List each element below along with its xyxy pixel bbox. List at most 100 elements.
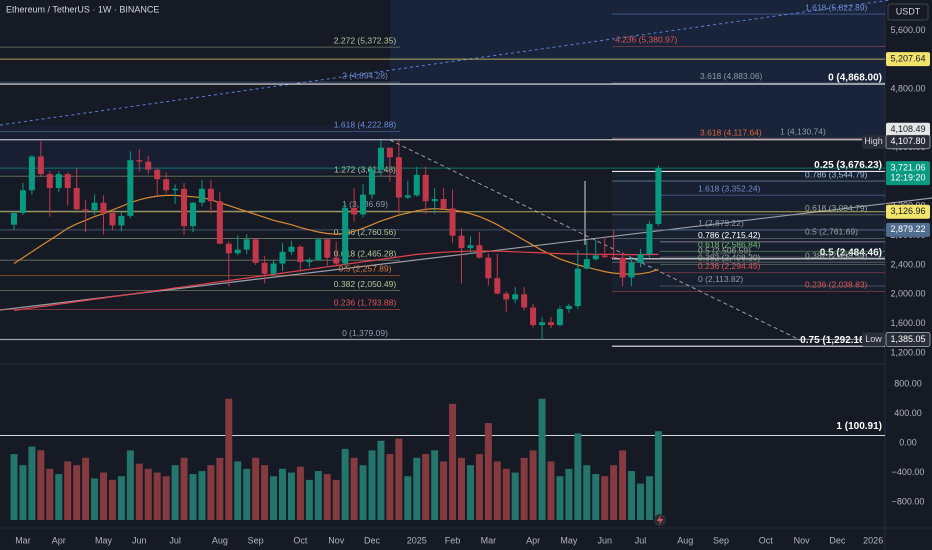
chart-title: Ethereum / TetherUS · 1W · BINANCE [6,4,159,14]
candle-body [610,256,617,258]
candle-body [592,255,599,260]
candle-body [404,195,411,198]
volume-bar [270,476,278,520]
x-tick-label: Dec [364,535,381,545]
volume-bar [332,479,340,520]
volume-bar [592,474,600,520]
y-tick-label: 1,200.00 [890,347,925,357]
price-badge [886,222,930,237]
candle-body [449,208,456,236]
volume-bar [619,450,627,520]
levels: 2.272 (5,372.35) 2 (4,894.28) 1.618 (4,222… [0,2,885,437]
fib-label: 0.5 (2,506.59) [698,245,751,255]
candle-body [109,212,116,226]
candle-body [243,239,250,250]
fib-label: 0 (2,113.82) [698,274,743,284]
volume-bar [413,457,421,520]
volume-bar [350,457,358,520]
candle-body [207,188,214,202]
candle-body [145,161,152,170]
price-badge-label: 5,207.64 [890,54,925,64]
candle-body [476,245,483,258]
price-badge [886,52,930,67]
candle-body [324,239,331,258]
price-badge [885,134,931,150]
level-tag [862,332,885,347]
volume-bar [153,472,161,520]
candle-body [646,223,653,255]
fib-label: 0.236 (2,294.45) [698,261,761,271]
volume-bar [198,471,206,520]
zone-shade [390,0,885,140]
volume-bar [100,472,107,520]
candle-body [539,322,546,326]
candle-body [619,257,626,278]
trend-line [389,139,801,341]
price-badge-label: 2,879.22 [890,224,925,234]
fib-label: 2 (4,894.28) [342,70,388,80]
y-tick-label: 2,000.00 [890,289,925,299]
volume-bar [583,465,591,520]
volume-bar [252,457,260,520]
currency: USDT [896,6,921,16]
volume-bar [216,457,224,520]
y-tick-label: 1,600.00 [890,318,925,328]
price-badge [886,122,930,137]
fib-label: 4.236 (5,380.97) [615,35,678,45]
volume-bar [189,474,197,520]
volume-bar [502,468,510,520]
volume-bar [637,483,644,520]
fib-label: 0.5 (2,484.46) [820,247,882,258]
zone-shade [0,125,390,173]
volume-bar [386,454,394,520]
volume-bar [162,476,170,520]
price-badge-label: 4,107.80 [890,136,925,146]
volume-bar [529,450,537,520]
volume-bar [565,468,573,520]
candle-body [565,306,572,309]
volume-bar [547,461,555,520]
volume-bar [234,461,242,520]
x-tick-label: Apr [526,535,540,545]
volume-bar [261,465,269,520]
volume-bar [520,457,528,520]
fib-label: 1 (2,879.22) [698,218,744,228]
candle-body [503,293,510,300]
x-tick-label: Jul [169,535,181,545]
candle-body [55,174,62,189]
volume-bar [180,457,188,520]
volume-bar [82,457,90,520]
volume-bar [171,465,179,520]
volume-tick-label: 0.00 [899,437,917,447]
volume-bar [449,403,457,520]
x-tick-label: Nov [328,535,345,545]
volume-bar [359,465,367,520]
volume-bar [538,398,546,520]
x-tick-label: 2025 [407,535,427,545]
fib-label: 0.5 (2,761.69) [805,227,858,237]
level-tag [862,134,885,149]
x-tick-label: Sep [248,535,264,545]
x-tick-label: Jun [132,535,147,545]
volume-bar [10,454,18,520]
volume-bar [511,472,519,520]
candle-body [494,278,501,294]
volume-tick-label: −800.00 [892,496,925,506]
candle-body [377,147,384,170]
candle-body [530,307,537,326]
candle-body [82,209,89,211]
volume-tick-label: 800.00 [894,378,922,388]
volume-bar [422,454,430,520]
candle-body [306,259,313,263]
candle-body [601,255,608,257]
candle-body [91,202,98,211]
candle-body [574,268,581,307]
x-tick-label: Feb [445,535,461,545]
fib-label: 0.236 (1,793.88) [334,298,397,308]
candle-body [315,239,322,260]
volume-bar [556,476,564,520]
countdown: 12:19:20 [890,173,925,183]
candle-body [136,160,143,162]
level-tag-label: Low [865,334,882,344]
